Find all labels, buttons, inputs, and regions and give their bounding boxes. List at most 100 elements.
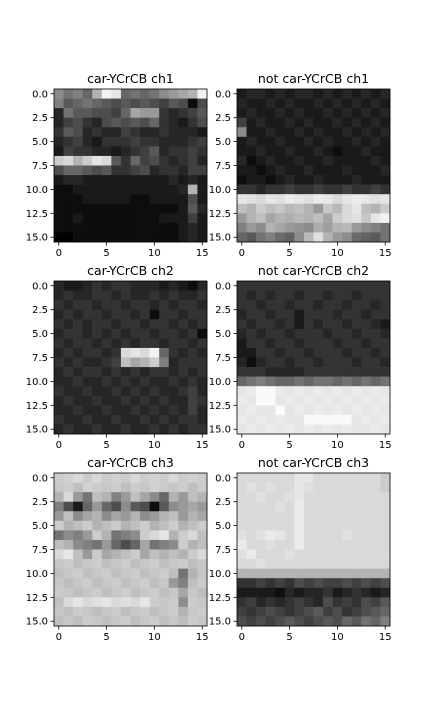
heatmap-cell: [275, 587, 286, 598]
heatmap-cell: [303, 290, 314, 301]
heatmap-cell: [380, 616, 391, 627]
heatmap-cell: [168, 578, 179, 589]
heatmap-cell: [140, 136, 150, 147]
y-tick-label: 10.0: [209, 377, 231, 388]
heatmap-cell: [187, 136, 198, 147]
x-tick-label: 15: [379, 248, 392, 259]
heatmap-cell: [92, 98, 103, 109]
heatmap-cell: [92, 146, 103, 157]
heatmap-cell: [101, 290, 112, 301]
heatmap-cell: [237, 520, 247, 531]
heatmap-cell: [303, 347, 314, 358]
heatmap-cell: [351, 376, 362, 387]
heatmap-cell: [73, 520, 83, 531]
heatmap-cell: [275, 539, 286, 550]
heatmap-cell: [237, 473, 247, 483]
heatmap-cell: [120, 587, 131, 598]
heatmap-cell: [149, 501, 160, 512]
heatmap-cell: [63, 520, 74, 531]
heatmap-cell: [92, 319, 103, 330]
heatmap-cell: [332, 587, 343, 598]
heatmap-cell: [323, 184, 333, 195]
heatmap-cell: [73, 89, 83, 99]
heatmap-cell: [275, 319, 286, 330]
heatmap-cell: [265, 492, 276, 502]
heatmap-cell: [370, 290, 381, 301]
heatmap-cell: [246, 184, 257, 195]
y-tick-label: 15.0: [26, 617, 48, 628]
heatmap-cell: [275, 203, 286, 214]
heatmap-cell: [284, 319, 295, 330]
heatmap-cell: [351, 559, 362, 569]
heatmap-cell: [120, 405, 131, 416]
heatmap-cell: [237, 606, 247, 617]
heatmap-cell: [265, 405, 276, 416]
heatmap-cell: [73, 328, 83, 339]
heatmap-cell: [197, 213, 208, 224]
heatmap-cell: [265, 395, 276, 406]
heatmap-cell: [303, 405, 314, 416]
heatmap-cell: [361, 414, 372, 425]
heatmap-cell: [168, 222, 179, 233]
heatmap-cell: [256, 136, 266, 147]
heatmap-cell: [140, 606, 150, 617]
heatmap-cell: [265, 281, 276, 291]
heatmap-cell: [313, 578, 324, 589]
heatmap-cell: [159, 539, 170, 550]
heatmap-cell: [63, 232, 74, 243]
heatmap-cell: [92, 511, 103, 522]
heatmap-cell: [159, 395, 170, 406]
heatmap-cell: [284, 520, 295, 531]
heatmap-cell: [140, 424, 150, 435]
heatmap-cell: [73, 309, 83, 320]
heatmap-cell: [73, 338, 83, 349]
heatmap-cell: [246, 300, 257, 310]
heatmap-cell: [303, 367, 314, 377]
heatmap-cell: [332, 386, 343, 397]
heatmap-cell: [284, 597, 295, 608]
heatmap-cell: [178, 530, 189, 541]
heatmap-cell: [63, 386, 74, 397]
heatmap-cell: [246, 482, 257, 493]
heatmap-cell: [197, 473, 208, 483]
heatmap-cell: [237, 501, 247, 512]
heatmap-cell: [351, 578, 362, 589]
heatmap-cell: [92, 108, 103, 118]
heatmap-cell: [370, 482, 381, 493]
heatmap-cell: [380, 338, 391, 349]
heatmap-cell: [168, 108, 179, 118]
heatmap-cell: [332, 357, 343, 368]
heatmap-cell: [380, 414, 391, 425]
heatmap-cell: [237, 184, 247, 195]
heatmap-cell: [120, 376, 131, 387]
heatmap-cell: [54, 520, 64, 531]
heatmap-cell: [380, 127, 391, 138]
heatmap-cell: [149, 414, 160, 425]
heatmap-cell: [140, 539, 150, 550]
heatmap-cell: [149, 136, 160, 147]
heatmap-cell: [168, 347, 179, 358]
heatmap-cell: [275, 194, 286, 205]
heatmap-cell: [178, 539, 189, 550]
heatmap-cell: [54, 203, 64, 214]
heatmap-cell: [149, 405, 160, 416]
x-tick-label: 0: [56, 440, 62, 451]
heatmap-cell: [63, 568, 74, 579]
heatmap-cell: [294, 559, 305, 569]
heatmap-cell: [265, 117, 276, 128]
heatmap-cell: [101, 482, 112, 493]
heatmap-cell: [130, 117, 141, 128]
heatmap-cell: [380, 309, 391, 320]
heatmap-cell: [313, 559, 324, 569]
heatmap-cell: [380, 232, 391, 243]
heatmap-cell: [313, 367, 324, 377]
heatmap-cell: [111, 395, 122, 406]
heatmap-cell: [130, 376, 141, 387]
heatmap-cell: [130, 511, 141, 522]
heatmap-cell: [380, 184, 391, 195]
heatmap-cell: [120, 213, 131, 224]
heatmap-cell: [178, 175, 189, 185]
heatmap-cell: [323, 300, 333, 310]
heatmap-cell: [303, 511, 314, 522]
heatmap-cell: [265, 155, 276, 166]
